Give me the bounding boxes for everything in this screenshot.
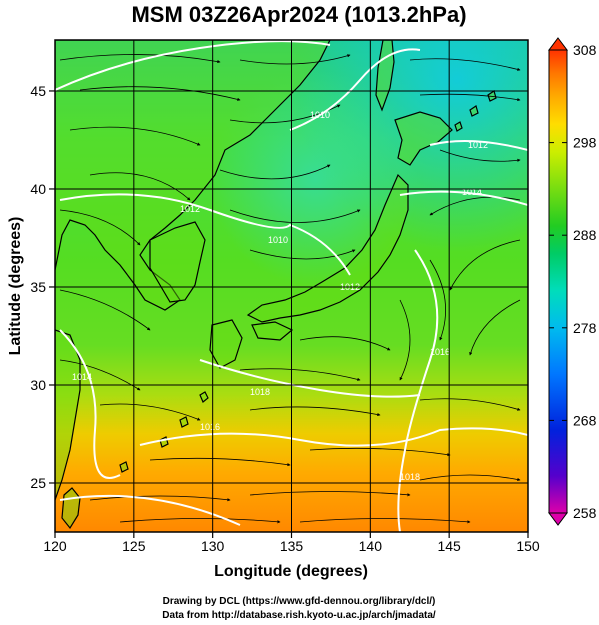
streamline [69,126,201,146]
x-axis-ticks: 120 125 130 135 140 145 150 [43,532,540,554]
china-east-coast [55,329,81,501]
isobar-label: 1016 [200,422,220,432]
streamline [429,259,446,341]
streamline [469,299,521,356]
streamline [239,54,351,65]
isobar-label: 1012 [180,204,200,214]
x-tick-label: 145 [437,538,461,554]
streamline [409,58,521,71]
x-axis-label: Longitude (degrees) [214,563,368,580]
korean-peninsula-coast [149,221,206,303]
colorbar-max-arrow [548,37,568,51]
isobar [59,494,241,526]
streamline [299,336,391,351]
colorbar-tick-label: 258 [573,505,597,521]
y-tick-label: 25 [30,475,46,491]
isobar-label: 1016 [430,347,450,357]
isobar-label: 1014 [462,187,482,197]
y-axis-label: Latitude (degrees) [7,217,24,356]
isobar-label: 1010 [310,110,330,120]
isobar [199,359,421,398]
isobar [397,249,439,532]
streamline [399,299,411,381]
streamline [249,491,411,497]
isobar [59,329,121,479]
isobar [59,193,351,276]
colorbar-ticks: 308 298 288 278 268 258 [549,42,597,521]
y-tick-label: 35 [30,279,46,295]
streamline [449,239,521,291]
isobar-label: 1012 [468,140,488,150]
map-title: MSM 03Z26Apr2024 (1013.2hPa) [131,2,466,27]
x-tick-label: 125 [122,538,146,554]
isobar-label: 1010 [268,235,288,245]
x-tick-label: 135 [280,538,304,554]
streamline [419,93,521,102]
streamline [429,196,521,216]
ryukyu-islands-coast [119,391,209,473]
sakhalin-coast [375,40,395,112]
streamline [249,406,381,417]
streamline [149,457,291,467]
credit-drawing: Drawing by DCL (https://www.gfd-dennou.o… [163,596,436,607]
streamline [309,447,451,457]
colorbar-tick-label: 288 [573,227,597,243]
streamline [59,54,221,64]
y-tick-label: 40 [30,181,46,197]
streamline [89,172,191,201]
y-tick-label: 30 [30,377,46,393]
kyushu-coast [209,319,243,369]
streamline [89,495,231,502]
streamline [419,398,521,411]
streamline [419,474,521,482]
hokkaido-coast [394,111,453,166]
streamline [239,368,361,381]
colorbar-tick-label: 308 [573,42,597,58]
shikoku-coast [251,321,294,341]
colorbar-min-arrow [548,512,568,526]
y-axis-ticks: 25 30 35 40 45 [30,83,55,491]
x-tick-label: 140 [359,538,383,554]
isobar [139,427,528,447]
colorbar-tick-label: 278 [573,320,597,336]
y-tick-label: 45 [30,83,46,99]
honshu-coast [246,173,409,323]
streamline [249,249,356,260]
isobar-label: 1018 [400,472,420,482]
credit-data-source: Data from http://database.rish.kyoto-u.a… [162,610,436,621]
x-tick-label: 130 [201,538,225,554]
streamline [439,149,521,162]
colorbar-tick-label: 268 [573,412,597,428]
colorbar: 308 298 288 278 268 258 [548,37,597,526]
kuril-islands-coast [454,90,497,132]
isobar [289,48,421,131]
streamline [219,164,331,180]
plot-area: 1010 1012 1014 1012 1010 1012 1016 1018 … [30,39,540,554]
colorbar-tick-label: 298 [573,135,597,151]
coastlines [55,40,497,530]
streamline [229,209,361,223]
isobar [399,190,528,206]
isobar-label: 1018 [250,387,270,397]
isobar [55,40,331,91]
streamline [79,86,241,101]
x-tick-label: 150 [516,538,540,554]
streamline [119,518,281,524]
streamline [99,403,201,421]
isobar [429,140,528,151]
isobar-label: 1014 [72,372,92,382]
streamline [59,289,151,331]
isobars [55,40,528,532]
x-tick-label: 120 [43,538,67,554]
colorbar-bar [548,49,568,514]
